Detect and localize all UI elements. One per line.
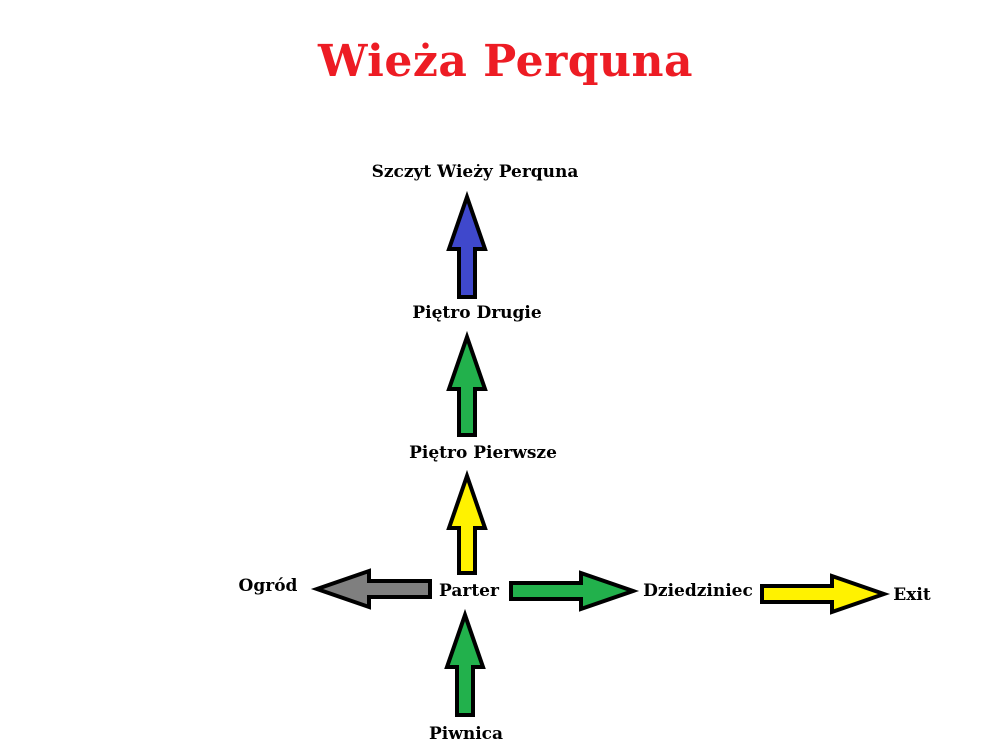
room-garden: Ogród xyxy=(238,576,298,596)
arrow-ground-to-garden xyxy=(310,568,432,610)
arrow-first-to-second xyxy=(446,330,488,437)
arrow-second-to-top xyxy=(446,190,488,299)
arrow-ground-to-first xyxy=(446,469,488,575)
room-second: Piętro Drugie xyxy=(412,303,542,323)
arrow-courtyard-to-exit xyxy=(760,573,891,615)
room-basement: Piwnica xyxy=(428,724,504,744)
room-top: Szczyt Wieży Perquna xyxy=(371,162,579,182)
arrow-ground-to-courtyard xyxy=(509,570,640,612)
room-exit: Exit xyxy=(893,585,931,605)
page-title: Wieża Perquna xyxy=(318,36,693,87)
room-ground: Parter xyxy=(439,581,499,601)
arrow-basement-to-ground xyxy=(444,608,486,717)
room-courtyard: Dziedziniec xyxy=(643,581,753,601)
room-first: Piętro Pierwsze xyxy=(409,443,557,463)
